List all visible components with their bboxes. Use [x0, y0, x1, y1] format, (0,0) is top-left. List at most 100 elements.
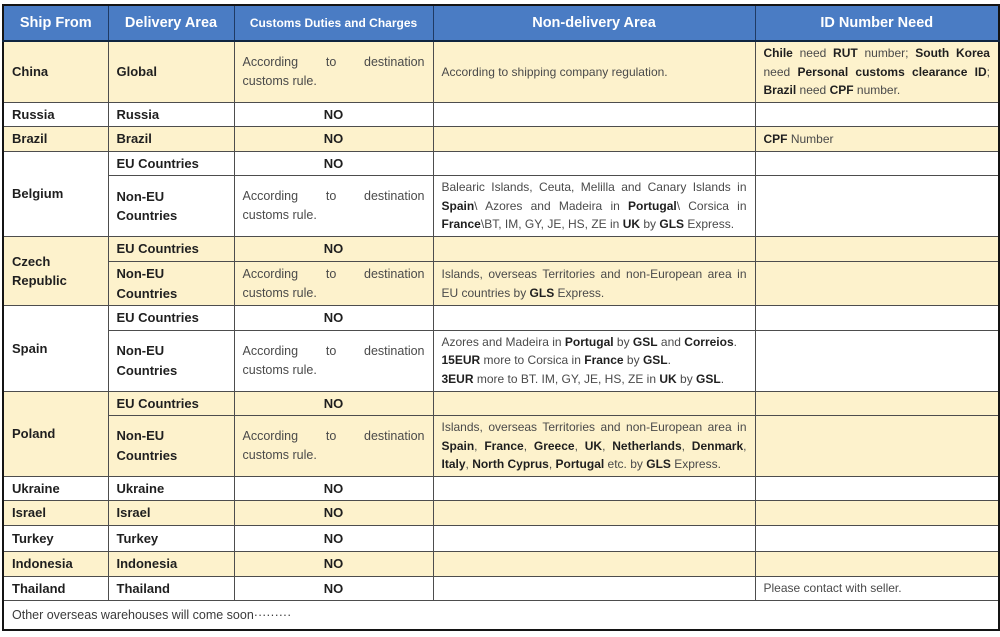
id-number-cell	[754, 101, 1000, 128]
row-poland-eu: Poland EU Countries NO	[2, 390, 1000, 477]
row-turkey: Turkey Turkey NO	[2, 524, 1000, 552]
row-spain-non-eu: Non-EU Countries According to destinatio…	[3, 329, 1000, 392]
customs-cell: NO	[233, 150, 434, 177]
ship-from-cell: Ukraine	[2, 475, 109, 502]
row-poland-non-eu: Non-EU Countries According to destinatio…	[3, 415, 1000, 477]
ship-from-cell: Belgium	[2, 150, 109, 238]
ship-from-cell: Indonesia	[2, 550, 109, 577]
ship-from-cell: Russia	[2, 101, 109, 128]
delivery-area-cell: Non-EU Countries	[107, 329, 235, 392]
header-row: Ship From Delivery Area Customs Duties a…	[2, 4, 1000, 42]
ship-from-cell: Poland	[2, 390, 109, 477]
ship-from-cell: Thailand	[2, 575, 109, 602]
footer-row: Other overseas warehouses will come soon…	[2, 600, 1000, 631]
delivery-area-cell: EU Countries	[107, 150, 235, 177]
row-spain-eu: Spain EU Countries NO	[2, 305, 1000, 392]
non-delivery-cell	[432, 550, 756, 577]
delivery-area-cell: Turkey	[107, 524, 235, 552]
delivery-area-cell: Israel	[107, 500, 235, 526]
delivery-area-cell: Non-EU Countries	[107, 415, 235, 477]
ship-from-cell: Czech Republic	[2, 236, 109, 307]
id-number-cell	[754, 175, 1000, 238]
delivery-area-cell: EU Countries	[107, 236, 235, 263]
id-number-cell	[754, 390, 1000, 417]
customs-cell: NO	[233, 524, 434, 552]
col-header-id-number-need: ID Number Need	[754, 4, 1000, 42]
id-number-cell	[754, 261, 1000, 307]
ship-from-cell: Turkey	[2, 524, 109, 552]
shipping-info-table: Ship From Delivery Area Customs Duties a…	[2, 4, 1000, 631]
id-number-cell	[754, 475, 1000, 502]
id-number-cell	[754, 236, 1000, 263]
delivery-area-cell: Global	[107, 40, 235, 103]
customs-cell: NO	[233, 236, 434, 263]
non-delivery-cell: Azores and Madeira in Portugal by GSL an…	[432, 329, 756, 392]
id-number-cell: Please contact with seller.	[754, 575, 1000, 602]
customs-cell: NO	[233, 575, 434, 602]
non-delivery-cell: Islands, overseas Territories and non-Eu…	[432, 261, 756, 307]
row-ukraine: Ukraine Ukraine NO	[2, 475, 1000, 502]
non-delivery-cell	[432, 575, 756, 602]
non-delivery-cell	[432, 524, 756, 552]
ship-from-cell: Spain	[2, 305, 109, 392]
id-number-cell	[754, 500, 1000, 526]
customs-cell: NO	[233, 500, 434, 526]
customs-cell: According to destination customs rule.	[233, 261, 434, 307]
non-delivery-cell	[432, 305, 756, 331]
id-number-cell: CPF Number	[754, 126, 1000, 152]
id-number-cell	[754, 415, 1000, 477]
non-delivery-cell	[432, 475, 756, 502]
footer-note: Other overseas warehouses will come soon…	[2, 600, 1000, 631]
row-belgium-non-eu: Non-EU Countries According to destinatio…	[3, 175, 1000, 238]
customs-cell: According to destination customs rule.	[233, 40, 434, 103]
row-czech-eu: Czech Republic EU Countries NO	[2, 236, 1000, 307]
delivery-area-cell: Russia	[107, 101, 235, 128]
delivery-area-cell: Indonesia	[107, 550, 235, 577]
customs-cell: NO	[233, 475, 434, 502]
ship-from-cell: Brazil	[2, 126, 109, 152]
delivery-area-cell: Ukraine	[107, 475, 235, 502]
ship-from-cell: Israel	[2, 500, 109, 526]
id-number-cell: Chile need RUT number; South Korea need …	[754, 40, 1000, 103]
id-number-cell	[754, 524, 1000, 552]
id-number-cell	[754, 305, 1000, 331]
customs-cell: NO	[233, 126, 434, 152]
ship-from-cell: China	[2, 40, 109, 103]
col-header-customs-duties: Customs Duties and Charges	[233, 4, 434, 42]
non-delivery-cell: Balearic Islands, Ceuta, Melilla and Can…	[432, 175, 756, 238]
col-header-delivery-area: Delivery Area	[107, 4, 235, 42]
customs-cell: NO	[233, 390, 434, 417]
customs-cell: NO	[233, 550, 434, 577]
customs-cell: NO	[233, 101, 434, 128]
delivery-area-cell: EU Countries	[107, 305, 235, 331]
id-number-cell	[754, 150, 1000, 177]
non-delivery-cell: According to shipping company regulation…	[432, 40, 756, 103]
id-number-cell	[754, 550, 1000, 577]
row-thailand: Thailand Thailand NO Please contact with…	[2, 575, 1000, 602]
non-delivery-cell: Islands, overseas Territories and non-Eu…	[432, 415, 756, 477]
delivery-area-cell: Thailand	[107, 575, 235, 602]
non-delivery-cell	[432, 101, 756, 128]
customs-cell: NO	[233, 305, 434, 331]
delivery-area-cell: Non-EU Countries	[107, 261, 235, 307]
customs-cell: According to destination customs rule.	[233, 415, 434, 477]
row-israel: Israel Israel NO	[2, 500, 1000, 526]
non-delivery-cell	[432, 500, 756, 526]
col-header-non-delivery-area: Non-delivery Area	[432, 4, 756, 42]
row-belgium-eu: Belgium EU Countries NO	[2, 150, 1000, 238]
non-delivery-cell	[432, 390, 756, 417]
row-russia: Russia Russia NO	[2, 101, 1000, 128]
id-number-cell	[754, 329, 1000, 392]
row-indonesia: Indonesia Indonesia NO	[2, 550, 1000, 577]
row-czech-non-eu: Non-EU Countries According to destinatio…	[3, 261, 1000, 307]
customs-cell: According to destination customs rule.	[233, 175, 434, 238]
non-delivery-cell	[432, 126, 756, 152]
row-china: China Global According to destination cu…	[2, 40, 1000, 103]
delivery-area-cell: Brazil	[107, 126, 235, 152]
non-delivery-cell	[432, 150, 756, 177]
row-brazil: Brazil Brazil NO CPF Number	[2, 126, 1000, 152]
non-delivery-cell	[432, 236, 756, 263]
delivery-area-cell: Non-EU Countries	[107, 175, 235, 238]
col-header-ship-from: Ship From	[2, 4, 109, 42]
customs-cell: According to destination customs rule.	[233, 329, 434, 392]
